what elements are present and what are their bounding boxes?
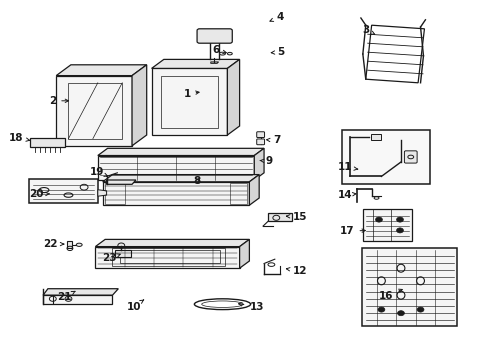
Text: 20: 20 <box>29 189 49 199</box>
Ellipse shape <box>219 52 225 55</box>
Text: 11: 11 <box>337 162 357 172</box>
Polygon shape <box>67 241 72 248</box>
Polygon shape <box>98 190 106 196</box>
Polygon shape <box>29 179 98 203</box>
Circle shape <box>375 217 382 222</box>
Polygon shape <box>106 180 136 184</box>
Text: 8: 8 <box>193 176 200 186</box>
Text: 4: 4 <box>269 12 283 22</box>
Polygon shape <box>267 213 292 221</box>
Text: 5: 5 <box>271 47 284 57</box>
Polygon shape <box>210 62 218 63</box>
Text: 23: 23 <box>102 253 120 264</box>
Text: 7: 7 <box>266 135 280 145</box>
Text: 10: 10 <box>126 300 143 312</box>
Text: 19: 19 <box>90 167 107 177</box>
Text: 2: 2 <box>49 96 68 106</box>
Polygon shape <box>95 239 249 247</box>
Polygon shape <box>43 289 118 295</box>
Text: 22: 22 <box>43 239 63 249</box>
Polygon shape <box>254 148 264 180</box>
Polygon shape <box>98 148 264 156</box>
Polygon shape <box>30 138 64 147</box>
Polygon shape <box>102 175 259 182</box>
Polygon shape <box>362 209 411 241</box>
Circle shape <box>377 307 384 312</box>
Polygon shape <box>227 59 239 135</box>
Polygon shape <box>370 134 381 140</box>
Text: 6: 6 <box>212 45 226 55</box>
Text: 14: 14 <box>337 190 355 200</box>
Polygon shape <box>342 130 429 184</box>
Text: 21: 21 <box>57 291 75 302</box>
Text: 3: 3 <box>361 24 374 35</box>
Polygon shape <box>151 68 227 135</box>
Polygon shape <box>56 65 146 76</box>
Text: 12: 12 <box>286 266 306 276</box>
Circle shape <box>396 217 403 222</box>
Ellipse shape <box>76 243 82 246</box>
FancyBboxPatch shape <box>404 151 416 163</box>
Polygon shape <box>239 239 249 268</box>
FancyBboxPatch shape <box>197 29 232 43</box>
Text: 13: 13 <box>238 302 264 312</box>
Polygon shape <box>43 295 112 304</box>
Circle shape <box>397 311 404 316</box>
Polygon shape <box>361 248 456 326</box>
Polygon shape <box>199 31 229 41</box>
Text: 17: 17 <box>339 226 365 236</box>
FancyBboxPatch shape <box>256 139 264 145</box>
Text: 9: 9 <box>260 156 272 166</box>
Ellipse shape <box>227 52 232 55</box>
Polygon shape <box>102 182 249 205</box>
Polygon shape <box>132 65 146 146</box>
Circle shape <box>416 307 423 312</box>
Polygon shape <box>98 156 254 180</box>
Polygon shape <box>56 76 132 146</box>
Polygon shape <box>115 250 131 257</box>
Text: 18: 18 <box>9 132 29 143</box>
Text: 15: 15 <box>286 212 306 222</box>
Text: 16: 16 <box>378 289 402 301</box>
Polygon shape <box>249 175 259 205</box>
Polygon shape <box>151 59 239 68</box>
Text: 1: 1 <box>183 89 199 99</box>
FancyBboxPatch shape <box>256 132 264 138</box>
Polygon shape <box>95 247 239 268</box>
Circle shape <box>396 228 403 233</box>
